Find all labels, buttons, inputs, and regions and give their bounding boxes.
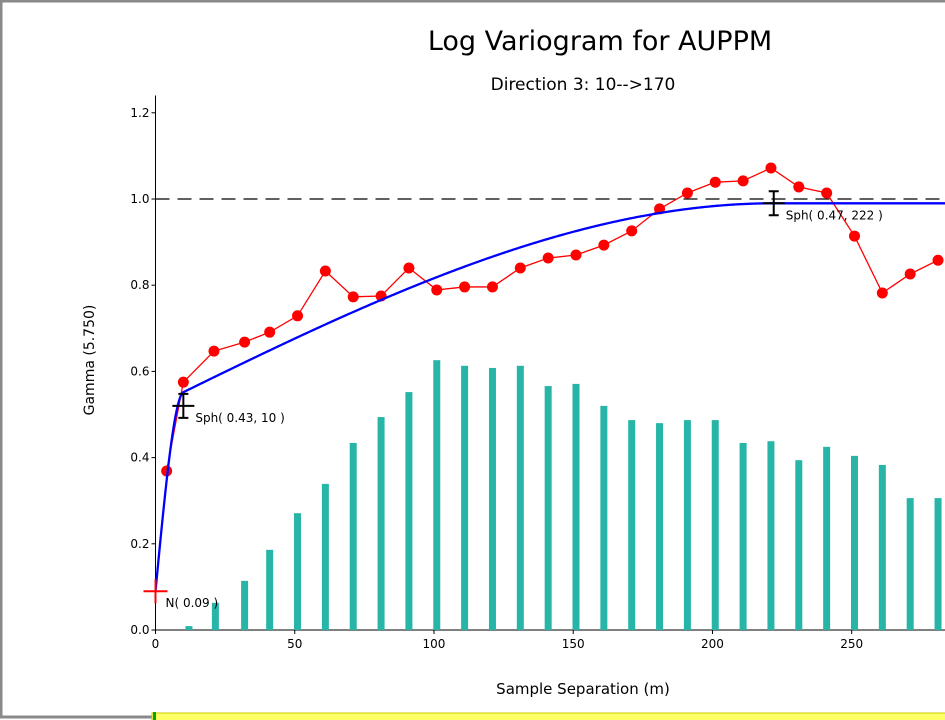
- y-tick-label: 0.8: [130, 278, 149, 292]
- pair-bar: [683, 420, 691, 630]
- experimental-point: [208, 345, 220, 357]
- y-tick-label: 0.6: [130, 364, 149, 378]
- experimental-point: [347, 291, 359, 303]
- y-tick-label: 0.2: [130, 537, 149, 551]
- experimental-point: [793, 181, 805, 193]
- pair-bar: [767, 441, 775, 630]
- experimental-point: [177, 376, 189, 388]
- model-curve: [154, 202, 945, 592]
- y-tick-label: 0.4: [130, 451, 149, 465]
- pair-bar: [739, 442, 747, 630]
- pair-bar: [878, 464, 886, 630]
- x-tick-label: 100: [423, 637, 446, 651]
- pair-bar: [211, 602, 219, 630]
- y-tick-label: 1.0: [130, 192, 149, 206]
- pair-bar: [433, 360, 441, 630]
- nugget-label: N( 0.09 ): [166, 596, 219, 610]
- status-bar: [151, 712, 945, 720]
- x-tick-label: 150: [562, 637, 585, 651]
- pair-bar: [600, 405, 608, 630]
- pair-bar: [572, 383, 580, 630]
- pair-bar: [294, 513, 302, 630]
- experimental-point: [239, 336, 251, 348]
- pair-bar: [405, 392, 413, 630]
- experimental-point: [904, 268, 916, 280]
- x-tick-label: 50: [287, 637, 302, 651]
- structure-marker: [762, 190, 785, 217]
- experimental-point: [821, 187, 833, 199]
- pair-bar: [185, 626, 193, 630]
- pair-bar: [488, 367, 496, 630]
- x-tick-label: 200: [701, 637, 724, 651]
- experimental-point: [598, 239, 610, 251]
- pair-bar: [349, 442, 357, 630]
- experimental-point: [932, 254, 944, 266]
- y-tick-label: 0.0: [130, 623, 149, 637]
- experimental-point: [292, 310, 304, 322]
- nugget-marker: [143, 579, 168, 604]
- pair-bar: [241, 580, 249, 630]
- experimental-point: [403, 262, 415, 274]
- y-axis-label: Gamma (5.750): [82, 305, 98, 416]
- experimental-point: [570, 249, 582, 261]
- pair-bar: [321, 483, 329, 630]
- pair-bar: [795, 460, 803, 630]
- chart-subtitle: Direction 3: 10-->170: [491, 75, 676, 95]
- pair-bar: [850, 455, 858, 630]
- experimental-point: [319, 265, 331, 277]
- pair-bar: [906, 498, 914, 630]
- pair-bar: [823, 446, 831, 630]
- experimental-point: [709, 176, 721, 188]
- chart-title: Log Variogram for AUPPM: [428, 26, 772, 57]
- plot-area: 0.0 0.2 0.4 0.6 0.8 1.0 1.2 0 50 100 150 200 250 N( 0…: [130, 95, 945, 651]
- pair-bar: [461, 365, 469, 630]
- x-axis-label: Sample Separation (m): [496, 680, 670, 698]
- pair-bar: [377, 417, 385, 630]
- x-tick-label: 0: [152, 637, 160, 651]
- experimental-point: [681, 187, 693, 199]
- x-tick-label: 250: [840, 637, 863, 651]
- experimental-point: [264, 326, 276, 338]
- pair-bar: [544, 386, 552, 630]
- experimental-point: [765, 162, 777, 174]
- experimental-point: [514, 262, 526, 274]
- experimental-point: [848, 230, 860, 242]
- structure-marker: [172, 392, 195, 419]
- pair-bar: [628, 420, 636, 630]
- pair-bar: [266, 549, 274, 630]
- status-indicator: [153, 712, 156, 720]
- experimental-point: [486, 281, 498, 293]
- y-tick-label: 1.2: [130, 106, 149, 120]
- experimental-point: [737, 175, 749, 187]
- structure-label: Sph( 0.43, 10 ): [195, 411, 284, 425]
- pair-bar: [934, 498, 942, 630]
- experimental-point: [459, 281, 471, 293]
- pair-bar: [656, 423, 664, 630]
- experimental-point: [876, 287, 888, 299]
- pair-bar: [516, 365, 524, 630]
- experimental-point: [626, 225, 638, 237]
- experimental-point: [542, 252, 554, 264]
- experimental-point: [431, 284, 443, 296]
- pair-bar: [711, 420, 719, 630]
- structure-label: Sph( 0.47, 222 ): [786, 208, 883, 222]
